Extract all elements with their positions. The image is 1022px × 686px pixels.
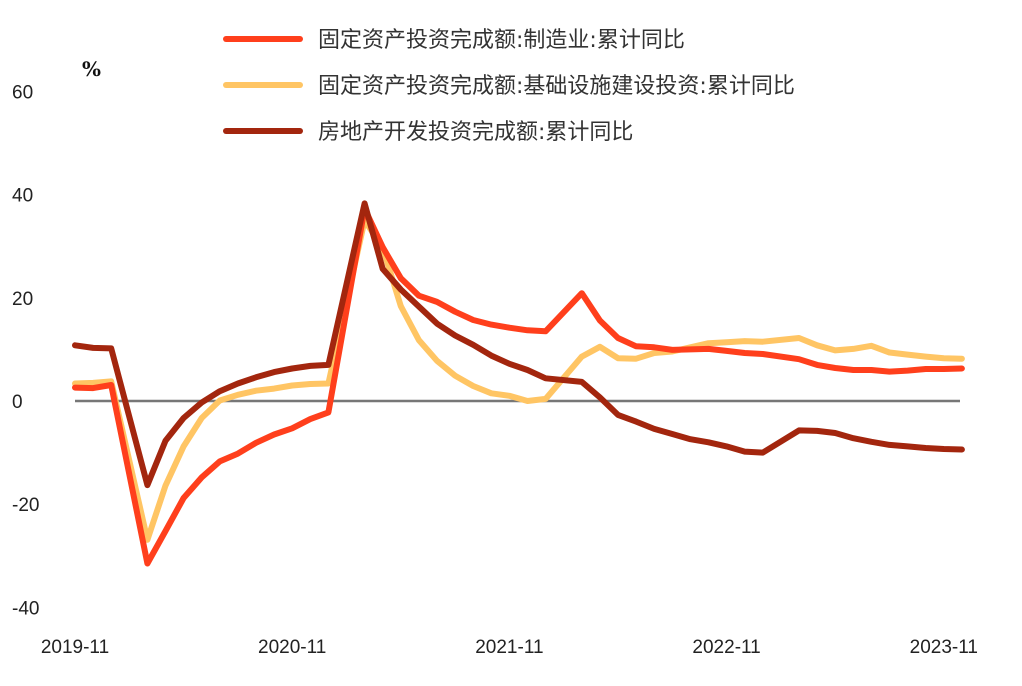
y-tick-label: 60 bbox=[12, 82, 33, 103]
y-tick-label: 40 bbox=[12, 186, 33, 207]
series-line-2 bbox=[72, 200, 965, 489]
legend-label: 固定资产投资完成额:制造业:累计同比 bbox=[318, 28, 685, 53]
x-tick-label: 2020-11 bbox=[258, 637, 326, 658]
x-tick-label: 2019-11 bbox=[41, 637, 109, 658]
y-tick-label: -40 bbox=[12, 598, 39, 619]
legend-label: 房地产开发投资完成额:累计同比 bbox=[318, 120, 633, 145]
series-line-0 bbox=[72, 205, 965, 567]
y-tick-label: 20 bbox=[12, 289, 33, 310]
x-tick-label: 2023-11 bbox=[910, 637, 978, 658]
x-tick-label: 2022-11 bbox=[692, 637, 760, 658]
x-tick-label: 2021-11 bbox=[475, 637, 543, 658]
series-line-1 bbox=[72, 217, 965, 543]
y-unit-label: % bbox=[82, 57, 101, 81]
y-tick-label: 0 bbox=[12, 392, 23, 413]
y-tick-label: -20 bbox=[12, 495, 39, 516]
legend-label: 固定资产投资完成额:基础设施建设投资:累计同比 bbox=[318, 74, 795, 99]
